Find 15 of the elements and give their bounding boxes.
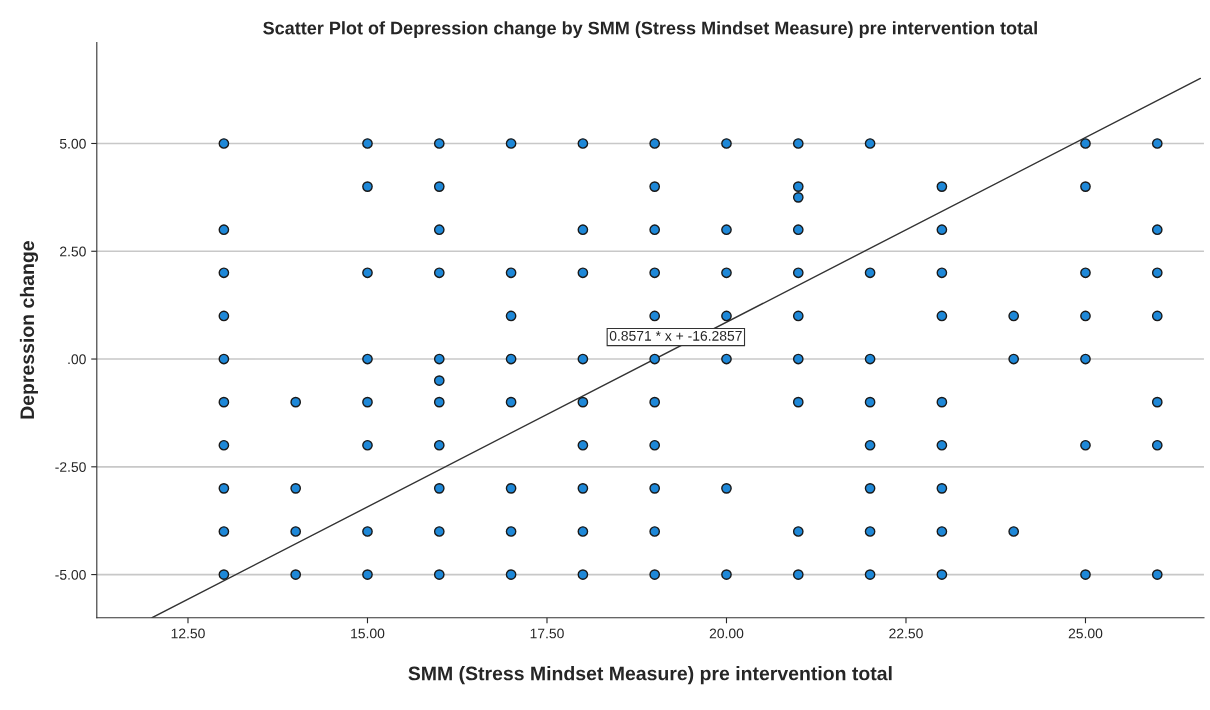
x-tick-label: 22.50 — [889, 628, 923, 639]
x-tick-label: 20.00 — [709, 628, 744, 639]
y-tick-label: -5.00 — [55, 569, 86, 580]
x-tick-label: 17.50 — [530, 628, 564, 639]
y-axis-title: Depression change — [19, 241, 39, 419]
x-tick-label: 12.50 — [171, 628, 205, 639]
y-tick-label: 5.00 — [59, 138, 86, 149]
chart-title: Scatter Plot of Depression change by SMM (Stress Mindset Measure) pre intervention total — [263, 21, 1037, 39]
y-tick-label: -2.50 — [55, 462, 86, 472]
y-tick-label: .00 — [68, 354, 86, 365]
x-tick-label: 25.00 — [1068, 628, 1103, 639]
annotation: 0.8571 * x + -16.2857 — [609, 330, 742, 341]
x-axis-title: SMM (Stress Mindset Measure) pre intervention total — [408, 666, 892, 685]
y-tick-label: 2.50 — [60, 246, 86, 257]
x-tick-label: 15.00 — [351, 628, 385, 639]
